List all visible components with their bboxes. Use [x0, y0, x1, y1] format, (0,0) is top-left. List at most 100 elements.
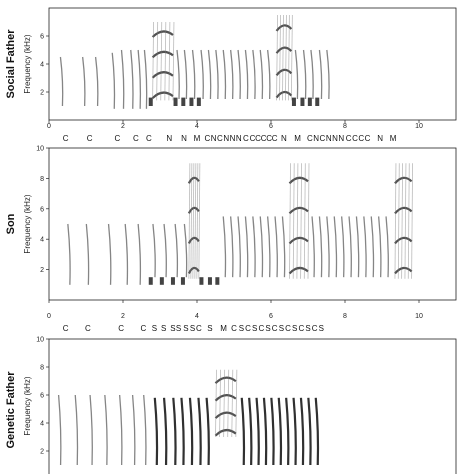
note-letter: N [223, 134, 229, 143]
harmonic-band [394, 206, 413, 215]
call-stroke [137, 49, 142, 109]
streak [300, 163, 302, 279]
y-tick-label: 2 [40, 449, 44, 456]
spectrogram-marks [57, 369, 320, 466]
note-letter: N [332, 134, 338, 143]
call-stroke [378, 216, 382, 278]
row-label: Genetic Father [5, 371, 17, 449]
call-stroke [267, 216, 271, 278]
call-stroke [205, 397, 210, 466]
y-tick-label: 8 [40, 176, 44, 183]
y-tick-label: 6 [40, 393, 44, 400]
call-stroke [183, 223, 188, 278]
streak [411, 163, 413, 279]
y-axis-ticks: 2 4 6 8 10 [36, 146, 49, 274]
call-stroke [230, 216, 234, 278]
note-letter: S [319, 324, 324, 333]
trill-element [214, 369, 238, 438]
note-letter: C [87, 134, 93, 143]
call-stroke [143, 394, 147, 466]
short-note [196, 97, 201, 106]
harmonic-band [275, 24, 293, 32]
call-stroke [262, 397, 268, 466]
note-letter: C [204, 134, 210, 143]
call-stroke [318, 216, 323, 278]
streak [198, 163, 201, 279]
note-letter: C [85, 324, 91, 333]
call-stroke [259, 216, 264, 278]
call-stroke [152, 223, 156, 278]
call-stroke [180, 397, 185, 466]
y-tick-label: 10 [36, 146, 44, 153]
note-letter: C [243, 134, 249, 143]
note-letter: N [230, 134, 236, 143]
spectrogram-marks [59, 14, 330, 109]
note-letter: C [115, 134, 121, 143]
short-note [180, 277, 185, 285]
call-stroke [143, 49, 148, 109]
harmonic-band [214, 394, 237, 402]
call-stroke [130, 49, 134, 109]
call-stroke [310, 49, 314, 100]
call-stroke [94, 56, 99, 107]
call-stroke [222, 216, 227, 278]
call-stroke [120, 49, 125, 109]
row-label: Son [5, 213, 17, 234]
y-tick-label: 6 [40, 206, 44, 213]
note-letter: C [250, 134, 256, 143]
streak [289, 163, 291, 279]
note-letter: M [390, 134, 397, 143]
call-stroke [162, 397, 168, 466]
call-stroke [252, 216, 256, 278]
streak [227, 369, 230, 438]
call-stroke [85, 223, 90, 285]
note-letter: S [190, 324, 195, 333]
y-tick-label: 2 [40, 90, 44, 97]
note-letter: C [146, 134, 152, 143]
call-stroke [222, 49, 227, 100]
call-stroke [197, 397, 202, 466]
call-stroke [267, 49, 271, 100]
call-stroke [348, 216, 352, 278]
note-letter: N [166, 134, 172, 143]
trill-element [275, 14, 293, 101]
x-tick-label: 10 [415, 313, 423, 320]
streak [296, 163, 299, 279]
note-letter: S [239, 324, 244, 333]
call-stroke [326, 216, 330, 278]
x-tick-label: 10 [415, 123, 423, 130]
harmonic-band [151, 30, 174, 38]
trill-element [187, 163, 201, 279]
short-note [148, 277, 153, 285]
x-tick-label: 2 [121, 313, 125, 320]
call-stroke [244, 216, 249, 278]
call-stroke [252, 49, 256, 100]
harmonic-band [288, 176, 309, 185]
short-note [300, 97, 305, 106]
call-stroke [200, 49, 204, 100]
streak [292, 163, 295, 279]
call-stroke [237, 216, 241, 278]
short-note [148, 97, 153, 106]
streak [172, 21, 175, 101]
call-stroke [82, 56, 86, 107]
x-tick-label: 8 [343, 123, 347, 130]
row-label: Social Father [5, 29, 17, 99]
y-tick-label: 4 [40, 421, 44, 428]
call-stroke [183, 49, 188, 100]
note-letter: C [358, 134, 364, 143]
call-stroke [270, 397, 275, 466]
harmonic-band [288, 266, 309, 275]
call-stroke [119, 394, 123, 466]
call-stroke [111, 52, 116, 109]
streak [303, 163, 306, 279]
streak [215, 369, 217, 438]
x-tick-label: 0 [47, 123, 51, 130]
note-letter: S [279, 324, 284, 333]
note-letter: M [194, 134, 201, 143]
streak [276, 14, 278, 101]
harmonic-band [394, 266, 413, 275]
call-stroke [244, 49, 249, 100]
y-tick-label: 2 [40, 267, 44, 274]
